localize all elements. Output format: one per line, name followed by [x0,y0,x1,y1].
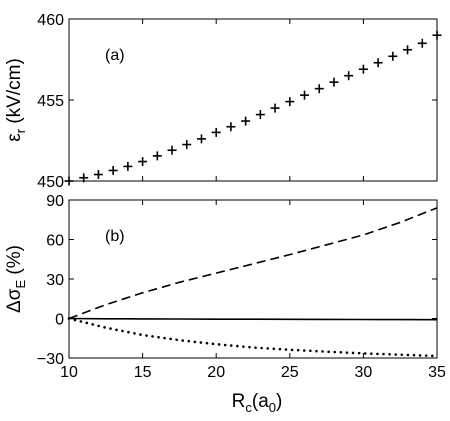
data-point [432,30,442,40]
data-point [64,176,74,186]
data-point [255,110,265,120]
data-point [329,77,339,87]
data-point [358,64,368,74]
data-point [344,71,354,81]
x-tick-label: 10 [60,364,78,381]
data-point [167,145,177,155]
data-point [108,165,118,175]
series-line-dotted [67,317,439,358]
data-point [152,151,162,161]
y-axis-title-unit: (kV/cm) [4,58,25,129]
y-tick-label: 90 [46,193,64,210]
data-point [123,161,133,171]
data-point [241,116,251,126]
data-point [285,97,295,107]
x-axis-title-main: R [232,391,246,412]
x-tick-label: 35 [428,364,446,381]
x-axis-title: Rc(a0) [232,391,283,415]
panel-label: (b) [105,228,125,245]
data-point [403,45,413,55]
data-point [373,58,383,68]
data-point [270,103,280,113]
data-point [417,38,427,48]
y-tick-label: −30 [37,351,64,368]
series-line-dashed [68,207,438,320]
y-axis-title-main: Δσ [4,288,25,313]
y-tick-label: 30 [46,272,64,289]
y-axis-title-main: ε [4,133,25,142]
plot-frame [68,18,438,182]
x-tick-label: 15 [134,364,152,381]
y-axis-title-subscript: r [13,128,28,133]
x-axis-title-open: (a [252,391,269,412]
y-axis-title-unit: (%) [4,245,25,280]
x-axis-title-close: ) [276,391,282,412]
x-axis-title-subscript2: 0 [269,400,276,415]
data-point [314,84,324,94]
plot-frame [68,199,438,359]
y-tick-label: 60 [46,233,64,250]
y-tick-label: 460 [37,12,64,29]
data-point [79,173,89,183]
y-axis-title: ΔσE (%) [4,245,28,313]
y-tick-label: 455 [37,93,64,110]
data-point [300,90,310,100]
data-point [182,140,192,150]
data-point [138,157,148,167]
data-point [211,127,221,137]
panel-a: 450 455 460 (a) εr (kV/cm) [4,12,442,191]
y-axis-title-subscript: E [13,280,28,289]
data-point [388,51,398,61]
x-tick-label: 20 [207,364,225,381]
y-axis-title: εr (kV/cm) [4,58,28,142]
y-tick-label: 450 [37,174,64,191]
panel-label: (a) [105,47,125,64]
x-tick-label: 30 [355,364,373,381]
series-line-solid [68,317,438,321]
y-tick-label: 0 [55,312,64,329]
data-point [226,122,236,132]
x-axis-title-subscript: c [245,400,252,415]
data-point [196,134,206,144]
x-tick-label: 25 [281,364,299,381]
data-point [93,170,103,180]
